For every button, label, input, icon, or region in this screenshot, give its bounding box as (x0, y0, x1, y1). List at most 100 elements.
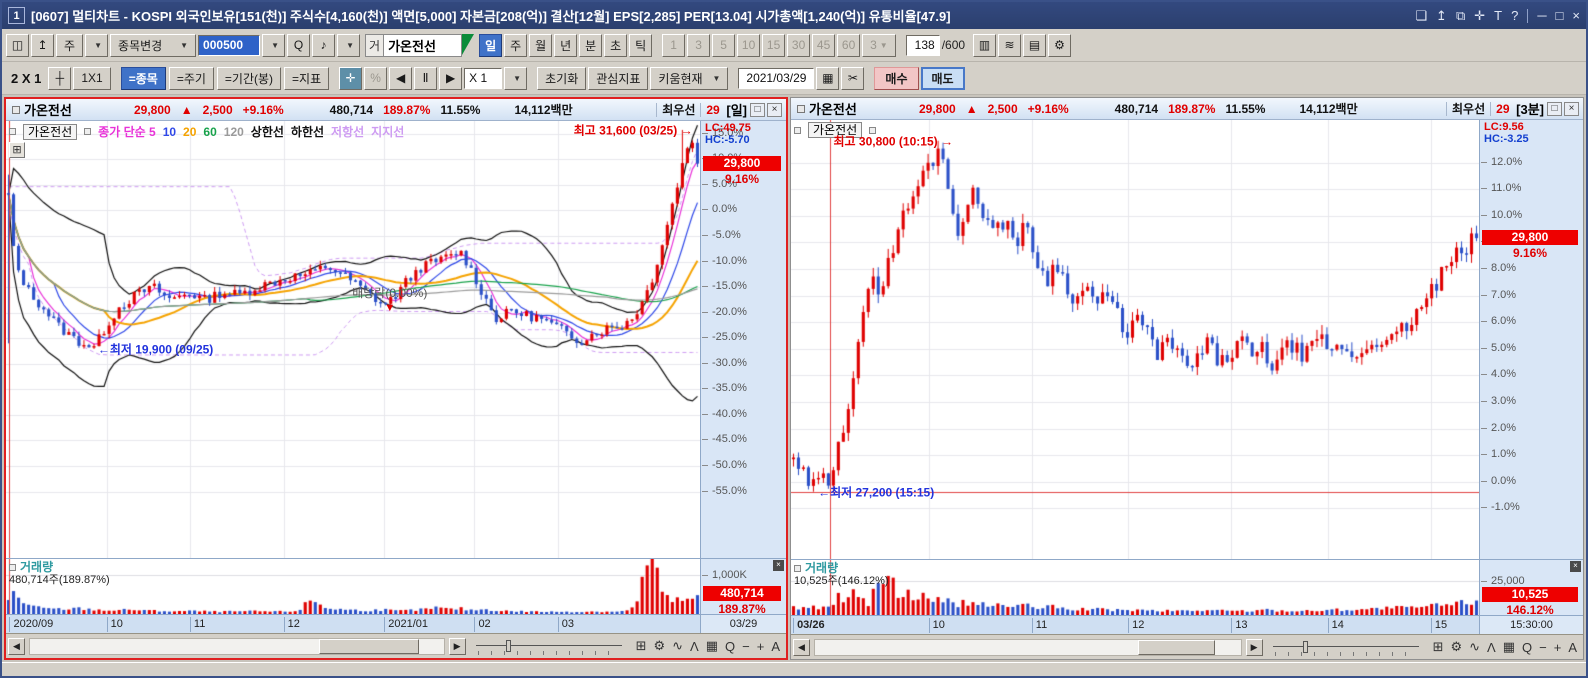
percent-scale-button[interactable]: % (364, 66, 388, 90)
date-input[interactable]: 2021/03/29 (738, 67, 815, 89)
legend-item[interactable]: 10 (162, 124, 177, 139)
bar-width-slider[interactable] (473, 637, 624, 655)
cycle-quick-caret[interactable]: ▼ (85, 33, 109, 57)
minute-button-1[interactable]: 1 (662, 33, 686, 57)
trendline-tool-icon[interactable]: Λ (1487, 639, 1496, 655)
price-chart-plot[interactable]: 가온전선 종가 단순 5 10 20 60 120 상한선 하한선 저항선 지지선 ⊞ 최고 31… (6, 121, 700, 558)
zoom-in-button[interactable]: + (756, 638, 765, 654)
legend-item[interactable]: 저항선 (331, 125, 365, 139)
price-axis[interactable]: LC:49.75 HC:-5.70 15.0%10.0%5.0%0.0%-5.0… (700, 121, 786, 558)
minute-button-5[interactable]: 5 (712, 33, 736, 57)
volume-axis[interactable]: × 25,000 10,525 146.12% (1479, 560, 1583, 617)
trendline-tool-icon[interactable]: Λ (690, 638, 699, 654)
legend-item[interactable]: 상한선 (250, 125, 284, 139)
clone-window-icon[interactable]: ⧉ (1455, 7, 1466, 23)
overlay-line-icon[interactable]: ≋ (998, 33, 1022, 57)
minute-button-10[interactable]: 10 (737, 33, 761, 57)
reset-button[interactable]: 초기화 (537, 66, 587, 90)
cycle-quick-dropdown[interactable]: 주 (56, 33, 84, 57)
panel-maximize-button[interactable]: □ (1547, 101, 1562, 116)
zoom-in-button[interactable]: + (1553, 639, 1562, 655)
stock-code-input[interactable]: 000500 (198, 34, 261, 56)
chart-style-icon[interactable]: ▦ (1502, 639, 1516, 654)
sell-button[interactable]: 매도 (920, 66, 965, 90)
always-on-top-icon[interactable]: ↥ (1436, 7, 1447, 23)
period-button-주[interactable]: 주 (504, 33, 528, 57)
panel-close-button[interactable]: × (767, 102, 782, 117)
panel-maximize-button[interactable]: □ (750, 102, 765, 117)
sound-alert-button[interactable]: ♪ (312, 33, 336, 57)
scroll-left-button[interactable]: ◀ (793, 638, 810, 656)
volume-panel-close-icon[interactable]: × (1570, 561, 1581, 572)
panel-header[interactable]: 가온전선 29,800 ▲ 2,500 +9.16% 480,714 189.8… (6, 99, 786, 121)
sound-dropdown-button[interactable]: ▼ (337, 33, 361, 57)
scrollbar[interactable] (814, 638, 1242, 656)
scrollbar-thumb[interactable] (1138, 639, 1216, 655)
minute-button-45[interactable]: 45 (812, 33, 836, 57)
period-button-초[interactable]: 초 (604, 33, 628, 57)
chart-settings-gear-icon[interactable]: ⚙ (653, 638, 666, 653)
maximize-button[interactable]: □ (1555, 8, 1564, 23)
volume-plot[interactable]: 거래량 480,714주(189.87%) (6, 559, 700, 614)
font-size-button[interactable]: A (1568, 639, 1577, 655)
zoom-tool-icon[interactable]: Q (725, 638, 736, 654)
layout-1x1-button[interactable]: 1X1 (73, 66, 111, 90)
help-icon[interactable]: ? (1511, 8, 1519, 23)
add-indicator-icon[interactable]: ⊞ (635, 638, 647, 653)
legend-item[interactable]: 하한선 (290, 125, 325, 139)
link-button-종목[interactable]: =종목 (120, 66, 166, 90)
scrollbar-thumb[interactable] (319, 638, 419, 654)
minute-button-3[interactable]: 3 (687, 33, 711, 57)
link-button-기간(봉)[interactable]: =기간(봉) (216, 66, 282, 90)
stock-search-button[interactable]: Q (287, 33, 311, 57)
zoom-tool-icon[interactable]: Q (1522, 639, 1533, 655)
favorite-indicator-button[interactable]: 관심지표 (588, 66, 649, 90)
pin-top-icon[interactable]: ↥ (31, 33, 54, 57)
scroll-left-button[interactable]: ◀ (8, 637, 25, 655)
period-button-년[interactable]: 년 (554, 33, 578, 57)
legend-stock-name[interactable]: 가온전선 (808, 122, 863, 138)
close-button[interactable]: × (1572, 8, 1580, 23)
scroll-right-button[interactable]: ▶ (1245, 638, 1263, 656)
legend-stock-name[interactable]: 가온전선 (23, 123, 78, 140)
volume-panel-close-icon[interactable]: × (773, 560, 784, 571)
time-axis[interactable]: 03/26 10 11 12 13 14 15 (791, 616, 1479, 634)
zoom-out-button[interactable]: − (1539, 639, 1547, 655)
period-button-일[interactable]: 일 (479, 33, 503, 57)
bar-count-input[interactable]: 138 (905, 34, 940, 56)
settings-gear-icon[interactable]: ⚙ (1048, 33, 1072, 57)
stock-change-dropdown[interactable]: 종목변경 ▼ (110, 33, 197, 57)
price-axis[interactable]: LC:9.56 HC:-3.25 12.0%11.0%10.0%9.0%8.0%… (1479, 120, 1583, 559)
selected-stock-badge[interactable]: 거 가온전선 (365, 33, 475, 57)
legend-item[interactable]: 지지선 (371, 125, 405, 139)
zoom-select[interactable]: X 1 (464, 67, 503, 89)
link-button-지표[interactable]: =지표 (284, 66, 330, 90)
panel-grip-icon[interactable] (797, 104, 805, 113)
chart-grid-tool-icon[interactable]: ⊞ (9, 142, 25, 158)
minute-dropdown[interactable]: 3 ▼ (862, 33, 896, 57)
panel-header[interactable]: 가온전선 29,800 ▲ 2,500 +9.16% 480,714 189.8… (791, 98, 1583, 120)
detach-window-icon[interactable]: ❏ (1415, 7, 1428, 23)
compare-stock-icon[interactable]: ▥ (973, 33, 997, 57)
price-chart-plot[interactable]: 가온전선 ⊞ 최고 30,800 (10:15) →←최저 27,200 (15… (791, 120, 1479, 559)
legend-handle-icon[interactable] (9, 128, 16, 135)
panel-grip-icon[interactable] (12, 105, 20, 114)
text-size-icon[interactable]: T (1494, 8, 1503, 23)
sidebar-toggle-icon[interactable]: ◫ (6, 33, 29, 57)
legend-handle-icon[interactable] (794, 126, 801, 134)
chart-style-icon[interactable]: ▦ (705, 638, 719, 653)
period-button-틱[interactable]: 틱 (629, 33, 653, 57)
zoom-select-caret[interactable]: ▼ (504, 66, 528, 90)
minimize-button[interactable]: ─ (1537, 8, 1547, 23)
titlebar[interactable]: 1 [0607] 멀티차트 - KOSPI 외국인보유[151(천)] 주식수[… (2, 2, 1586, 29)
layout-grid-button[interactable]: ┼ (48, 66, 72, 90)
buy-button[interactable]: 매수 (874, 66, 919, 90)
indicator-edit-icon[interactable]: ∿ (672, 638, 684, 653)
step-forward-button[interactable]: ▶ (439, 66, 463, 90)
account-dropdown[interactable]: 키움현재 ▼ (650, 66, 729, 90)
font-size-button[interactable]: A (771, 638, 780, 654)
slider-handle[interactable] (1302, 640, 1308, 653)
legend-handle-icon[interactable] (84, 128, 92, 135)
step-back-button[interactable]: ◀ (389, 66, 413, 90)
volume-axis[interactable]: × 1,000K 480,714 189.87% (700, 559, 786, 616)
